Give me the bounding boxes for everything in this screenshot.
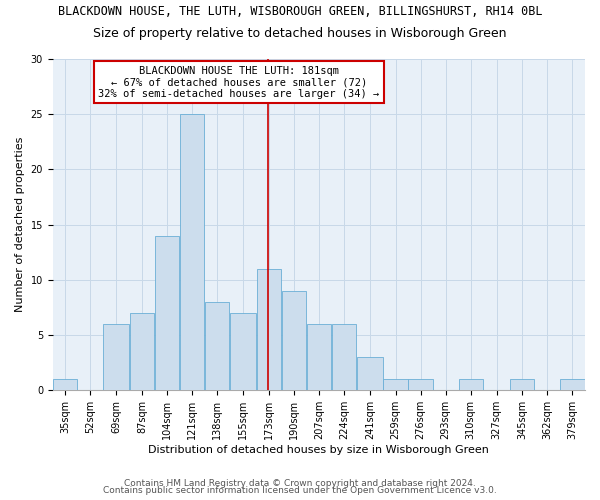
Bar	[510, 380, 535, 390]
Bar	[180, 114, 204, 390]
Bar	[230, 313, 256, 390]
Bar	[307, 324, 331, 390]
Y-axis label: Number of detached properties: Number of detached properties	[15, 137, 25, 312]
Bar	[458, 380, 483, 390]
Bar	[155, 236, 179, 390]
Text: Contains HM Land Registry data © Crown copyright and database right 2024.: Contains HM Land Registry data © Crown c…	[124, 478, 476, 488]
Bar	[357, 357, 383, 390]
Bar	[409, 380, 433, 390]
Bar	[53, 380, 77, 390]
Text: Size of property relative to detached houses in Wisborough Green: Size of property relative to detached ho…	[93, 28, 507, 40]
Bar	[257, 269, 281, 390]
Bar	[205, 302, 229, 390]
Bar	[130, 313, 154, 390]
Bar	[103, 324, 129, 390]
Bar	[332, 324, 356, 390]
Text: BLACKDOWN HOUSE THE LUTH: 181sqm
← 67% of detached houses are smaller (72)
32% o: BLACKDOWN HOUSE THE LUTH: 181sqm ← 67% o…	[98, 66, 380, 99]
Bar	[383, 380, 408, 390]
Bar	[560, 380, 584, 390]
Text: Contains public sector information licensed under the Open Government Licence v3: Contains public sector information licen…	[103, 486, 497, 495]
X-axis label: Distribution of detached houses by size in Wisborough Green: Distribution of detached houses by size …	[148, 445, 490, 455]
Text: BLACKDOWN HOUSE, THE LUTH, WISBOROUGH GREEN, BILLINGSHURST, RH14 0BL: BLACKDOWN HOUSE, THE LUTH, WISBOROUGH GR…	[58, 5, 542, 18]
Bar	[281, 291, 306, 390]
